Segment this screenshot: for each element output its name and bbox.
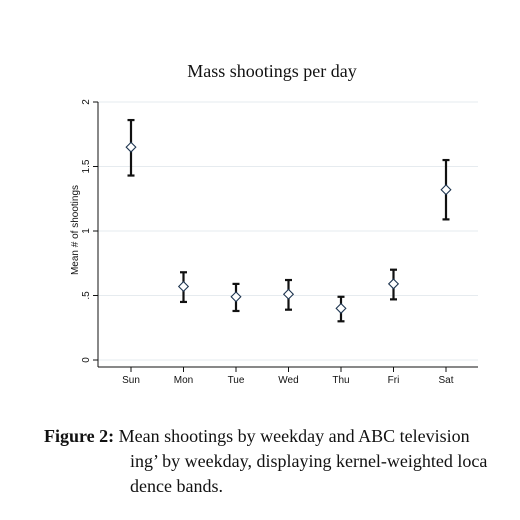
caption-line-3: dence bands. <box>130 476 223 496</box>
plot-area: 0 .5 1 1.5 2 Sun Mon Tue Wed Thu Fri Sat <box>81 99 478 386</box>
y-tick-label: 1 <box>81 228 92 234</box>
x-tick-label: Tue <box>228 375 245 386</box>
x-tick-label: Sat <box>438 375 453 386</box>
x-tick-label: Thu <box>332 375 349 386</box>
caption-line-2: ing’ by weekday, displaying kernel-weigh… <box>130 451 488 471</box>
mean-marker <box>125 141 137 153</box>
x-tick-label: Fri <box>388 375 400 386</box>
figure-caption: Figure 2: Mean shootings by weekday and … <box>44 424 520 499</box>
x-tick-label: Mon <box>174 375 193 386</box>
mean-marker <box>387 278 400 290</box>
caption-line-1: Mean shootings by weekday and ABC televi… <box>118 426 470 446</box>
mean-marker <box>282 288 295 300</box>
y-axis-label: Mean # of shootings <box>70 185 81 275</box>
y-tick-label: 1.5 <box>81 159 92 173</box>
caption-label: Figure 2: <box>44 426 115 446</box>
y-tick-label: 0 <box>81 357 92 363</box>
x-tick-label: Wed <box>278 375 298 386</box>
x-tick-label: Sun <box>122 375 140 386</box>
mean-marker <box>440 184 452 196</box>
y-tick-label: .5 <box>81 291 92 300</box>
mean-marker <box>335 302 347 314</box>
mean-marker <box>230 291 242 303</box>
y-tick-label: 2 <box>81 99 92 105</box>
chart-title: Mass shootings per day <box>187 61 357 81</box>
chart: Mass shootings per day Mean # of shootin… <box>70 61 478 386</box>
mean-marker <box>177 280 190 293</box>
